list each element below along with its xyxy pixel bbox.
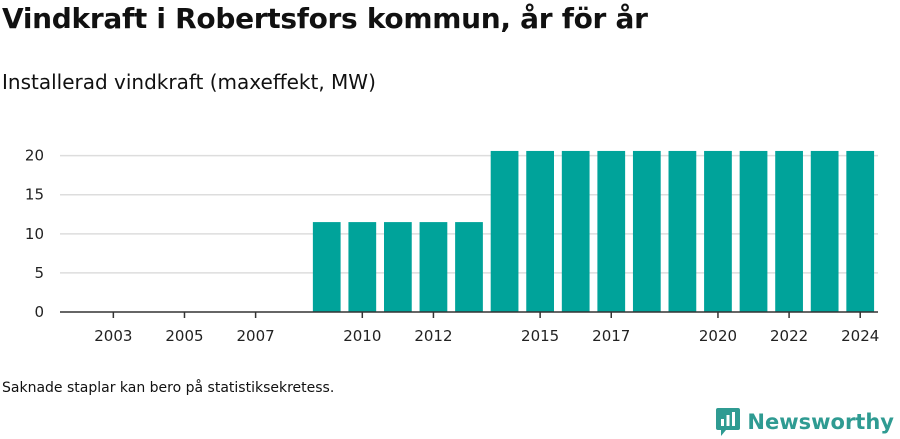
x-tick-label: 2020 [699, 327, 737, 345]
y-tick-label: 10 [25, 225, 44, 243]
x-tick-label: 2005 [165, 327, 203, 345]
y-tick-label: 5 [34, 264, 44, 282]
bar-2013 [455, 222, 483, 312]
brand[interactable]: Newsworthy [715, 406, 894, 438]
bars [312, 150, 875, 312]
brand-name: Newsworthy [747, 410, 894, 434]
bar-2021 [739, 150, 768, 312]
y-axis-ticks: 0 5 10 15 20 [25, 147, 44, 321]
x-tick-label: 2010 [343, 327, 381, 345]
bar-2015 [526, 150, 555, 312]
chart-title: Vindkraft i Robertsfors kommun, år för å… [2, 2, 648, 35]
x-tick-label: 2015 [521, 327, 559, 345]
bar-2012 [419, 222, 448, 312]
x-tick-label: 2024 [841, 327, 879, 345]
x-tick-label: 2003 [94, 327, 132, 345]
y-tick-label: 20 [25, 147, 44, 165]
newsworthy-logo-icon [716, 408, 741, 436]
bar-2010 [348, 222, 377, 312]
bar-2022 [775, 150, 803, 312]
y-tick-label: 0 [34, 303, 44, 321]
bar-2023 [810, 150, 839, 312]
x-axis-ticks: 2003 2005 2007 2010 2012 2015 2017 2020 2022 2024 [94, 312, 879, 345]
footnote: Saknade staplar kan bero på statistiksek… [2, 380, 335, 396]
bar-chart: 0 5 10 15 20 2003 2005 2007 2010 2012 2015 2017 202… [25, 147, 879, 345]
x-tick-label: 2017 [592, 327, 630, 345]
bar-2018 [632, 150, 661, 312]
x-tick-label: 2007 [237, 327, 275, 345]
bar-2020 [704, 150, 732, 312]
bar-2014 [490, 150, 519, 312]
chart-subtitle: Installerad vindkraft (maxeffekt, MW) [2, 70, 376, 94]
bar-2024 [846, 150, 875, 312]
y-tick-label: 15 [25, 186, 44, 204]
bar-2009 [312, 222, 341, 312]
bar-2016 [561, 150, 590, 312]
bar-2011 [383, 222, 412, 312]
bar-2019 [668, 150, 697, 312]
x-tick-label: 2022 [770, 327, 808, 345]
x-tick-label: 2012 [414, 327, 452, 345]
bar-2017 [597, 150, 626, 312]
